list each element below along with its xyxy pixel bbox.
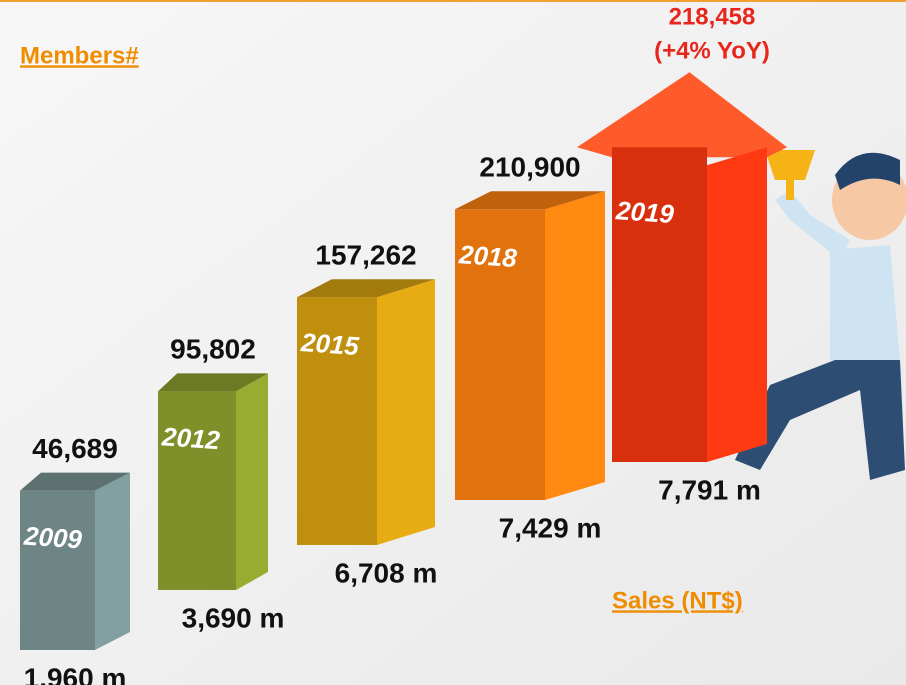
bar-side (377, 279, 435, 545)
bar-top (158, 373, 268, 392)
sales-label: 7,791 m (658, 474, 761, 505)
bar-top (297, 279, 435, 298)
x-axis-label: Sales (NT$) (612, 587, 743, 614)
chart-title: Members# (20, 42, 139, 69)
year-label: 2012 (160, 421, 221, 455)
sales-label: 7,429 m (499, 512, 602, 543)
bar-side (236, 373, 268, 590)
bar-front (455, 209, 545, 500)
bar-front (158, 391, 236, 590)
members-label: 95,802 (170, 334, 256, 365)
sales-label: 1,960 m (24, 662, 127, 685)
person (735, 150, 906, 480)
annotation: (+4% YoY) (654, 37, 770, 64)
bar-front (297, 297, 377, 545)
top-border (0, 0, 906, 2)
year-label: 2019 (614, 195, 675, 229)
members-label: 218,458 (669, 3, 756, 30)
bar-side (95, 472, 130, 650)
bar-side (545, 191, 605, 500)
members-label: 46,689 (32, 433, 118, 464)
bar-top (455, 191, 605, 210)
sales-label: 3,690 m (182, 602, 285, 633)
bar-side (707, 147, 767, 463)
sales-label: 6,708 m (335, 557, 438, 588)
members-label: 157,262 (315, 240, 416, 271)
members-label: 210,900 (479, 152, 580, 183)
year-label: 2009 (22, 520, 83, 554)
year-label: 2015 (299, 327, 360, 361)
bar-front (20, 490, 95, 650)
arrow-head (577, 72, 787, 158)
bar-top (20, 472, 130, 491)
bar-front (612, 147, 707, 463)
year-label: 2018 (457, 239, 518, 273)
